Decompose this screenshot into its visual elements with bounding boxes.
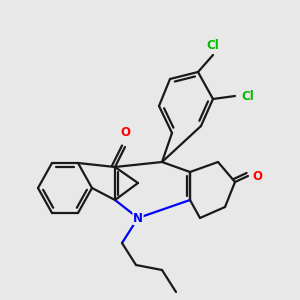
Text: N: N (133, 212, 143, 224)
Text: Cl: Cl (207, 39, 219, 52)
Text: O: O (120, 127, 130, 140)
Text: O: O (253, 169, 262, 182)
Text: Cl: Cl (241, 89, 254, 103)
